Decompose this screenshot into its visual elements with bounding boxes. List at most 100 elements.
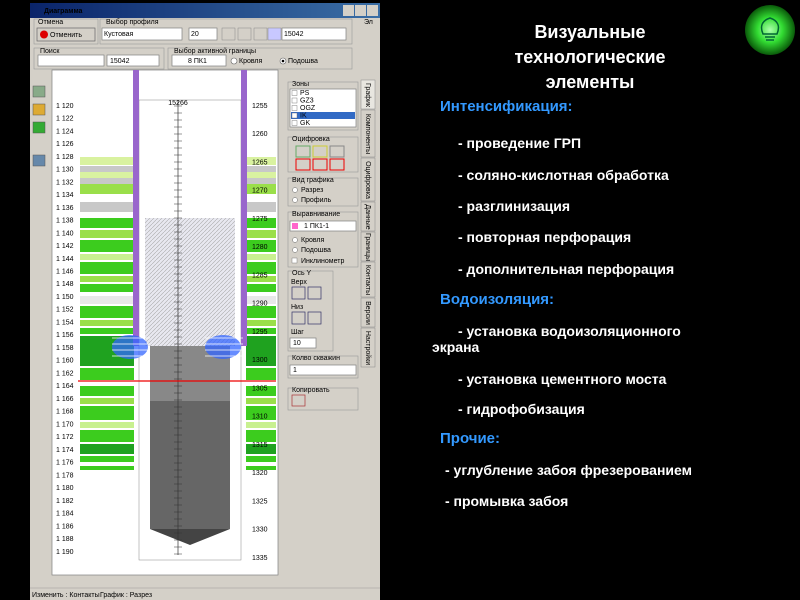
tool-icon[interactable] (32, 154, 46, 167)
radio[interactable] (292, 237, 298, 243)
tab-label: Границы (364, 233, 371, 261)
digitize-button[interactable] (312, 158, 328, 171)
axis-button[interactable] (291, 311, 306, 325)
title-bar (30, 3, 380, 18)
tab[interactable] (360, 157, 376, 202)
layer-band (246, 320, 276, 326)
tube (133, 70, 139, 346)
layer-band (246, 240, 276, 252)
layer-band (246, 172, 276, 178)
search-combo[interactable] (37, 54, 105, 67)
checkbox[interactable] (291, 112, 298, 119)
layer-band (80, 240, 134, 252)
axis-button[interactable] (307, 286, 322, 300)
tab[interactable] (360, 79, 376, 110)
step-box[interactable] (289, 337, 317, 349)
radio[interactable] (292, 197, 298, 203)
search-value-box[interactable] (106, 54, 160, 67)
align-swatch (292, 223, 298, 229)
min-button[interactable] (343, 5, 354, 16)
layer-band (246, 466, 276, 470)
profile-num[interactable] (188, 27, 218, 41)
max-button[interactable] (355, 5, 366, 16)
cancel-button[interactable] (36, 27, 96, 42)
depth-label: 1 122 (56, 116, 74, 123)
depth-label: 1 186 (56, 523, 74, 530)
nav-button[interactable] (267, 27, 282, 41)
depth-label: 1270 (252, 188, 268, 195)
layer-band (80, 296, 134, 304)
nav-button[interactable] (253, 27, 268, 41)
depth-label: 1320 (252, 470, 268, 477)
group-label: Выбор профиля (106, 18, 159, 26)
group-label: Поиск (40, 48, 60, 55)
cement-deep (150, 401, 230, 529)
checkbox[interactable] (291, 105, 298, 111)
axis-button[interactable] (307, 311, 322, 325)
layer-band (80, 157, 134, 165)
copy-button[interactable] (291, 394, 306, 407)
depth-label: 1 126 (56, 141, 74, 148)
tool-icon[interactable] (32, 121, 46, 134)
checkbox[interactable] (291, 90, 298, 96)
checkbox[interactable] (291, 257, 298, 264)
zone-item: GZ3 (300, 97, 314, 104)
layer-band (246, 444, 276, 454)
zone-list[interactable] (289, 88, 357, 128)
layer-band (246, 430, 276, 442)
align-combo[interactable] (289, 220, 357, 232)
tab[interactable] (360, 201, 376, 232)
list-item: - промывка забоя (445, 493, 569, 509)
nav-button[interactable] (237, 27, 252, 41)
close-button[interactable] (367, 5, 378, 16)
tab[interactable] (360, 231, 376, 262)
tool-icon[interactable] (32, 85, 46, 98)
radio-label: Кровля (239, 58, 263, 65)
tab[interactable] (360, 297, 376, 328)
layer-band (246, 296, 276, 304)
radio[interactable] (292, 187, 298, 193)
search-value: 15042 (110, 58, 130, 65)
digitize-button[interactable] (329, 145, 345, 158)
group-box (287, 177, 359, 207)
layer-band (246, 157, 276, 165)
depth-label: 1 160 (56, 358, 74, 365)
radio[interactable] (230, 57, 238, 65)
checkbox[interactable] (291, 97, 298, 104)
list-item: - установка цементного моста (458, 371, 667, 387)
axis-button[interactable] (291, 286, 306, 300)
perforation (112, 335, 148, 359)
well-combo[interactable] (281, 27, 347, 41)
layer-band (246, 178, 276, 184)
digitize-button[interactable] (295, 145, 311, 158)
tab[interactable] (360, 109, 376, 158)
profile-combo[interactable] (101, 27, 183, 41)
depth-label: 1 168 (56, 409, 74, 416)
layer-band (80, 398, 134, 404)
digitize-button[interactable] (295, 158, 311, 171)
digitize-button[interactable] (329, 158, 345, 171)
wells-box[interactable] (289, 364, 357, 376)
list-item: - повторная перфорация (458, 229, 632, 245)
tab[interactable] (360, 327, 376, 368)
digitize-button[interactable] (312, 145, 328, 158)
layer-band (246, 166, 276, 172)
depth-label: 1315 (252, 442, 268, 449)
group-box (167, 47, 353, 70)
tab[interactable] (360, 261, 376, 298)
checkbox[interactable] (291, 120, 298, 126)
bulb-glyph (760, 17, 780, 41)
boundary-combo[interactable] (171, 54, 227, 67)
tool-icon[interactable] (32, 103, 46, 116)
tab-label: Оцифровка (364, 161, 371, 199)
depth-label: 1260 (252, 131, 268, 138)
tab-label: График (364, 83, 371, 108)
nav-button[interactable] (221, 27, 236, 41)
window-title: Диаграмма (44, 8, 83, 15)
depth-label: 1265 (252, 159, 268, 166)
radio[interactable] (292, 247, 298, 253)
depth-label: 1 136 (56, 205, 74, 212)
layout (30, 18, 380, 589)
